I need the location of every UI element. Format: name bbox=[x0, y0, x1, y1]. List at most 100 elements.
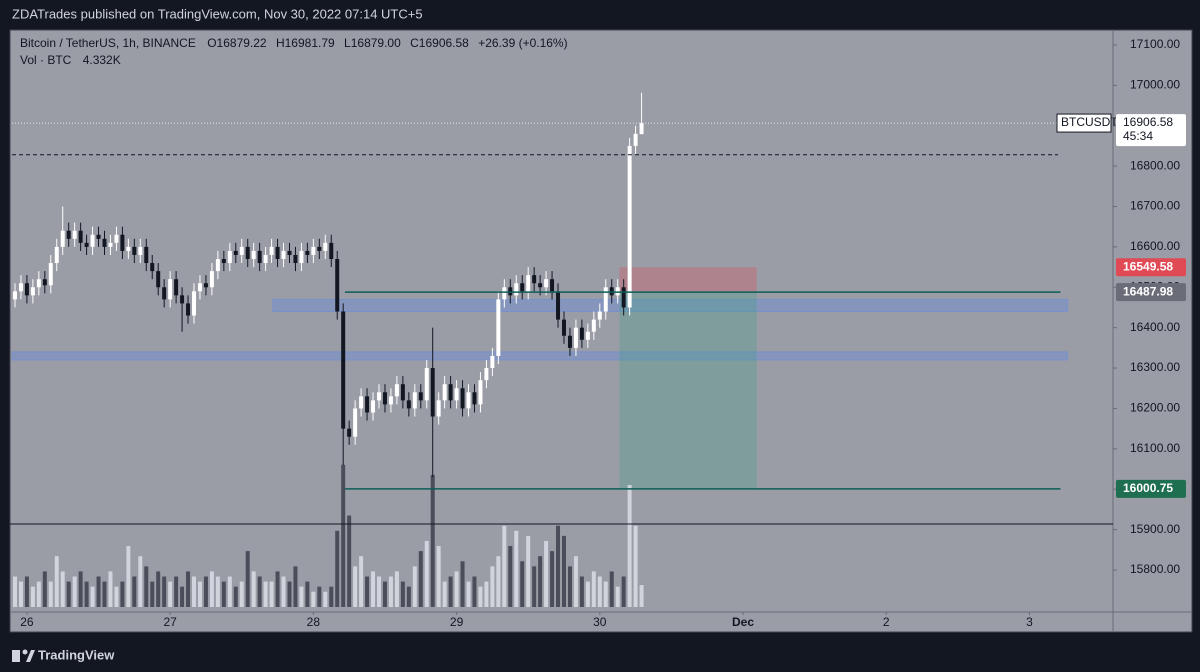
y-tick-label: 15800.00 bbox=[1130, 562, 1180, 576]
volume-bar bbox=[544, 540, 549, 607]
volume-bar bbox=[615, 586, 620, 607]
y-tick-label: 16700.00 bbox=[1130, 199, 1180, 213]
x-tick-label: 28 bbox=[307, 615, 321, 629]
volume-bar bbox=[239, 581, 244, 607]
candle-body bbox=[174, 279, 179, 296]
volume-bar bbox=[209, 571, 214, 607]
candle-body bbox=[442, 384, 447, 401]
y-tick-label: 16400.00 bbox=[1130, 320, 1180, 334]
candle-body bbox=[138, 246, 143, 255]
volume-bar bbox=[132, 576, 137, 607]
x-tick-label: 27 bbox=[163, 615, 177, 629]
volume-bar bbox=[442, 581, 447, 607]
volume-bar bbox=[371, 571, 376, 607]
volume-bar bbox=[329, 586, 334, 607]
volume-bar bbox=[508, 546, 513, 607]
ohlc-value: 16906.58 bbox=[419, 36, 469, 50]
volume-bar bbox=[186, 571, 191, 607]
ohlc-key: L bbox=[344, 36, 351, 50]
y-tick-label: 17000.00 bbox=[1130, 78, 1180, 92]
volume-bar bbox=[585, 581, 590, 607]
volume-bar bbox=[156, 571, 161, 607]
candle-body bbox=[84, 242, 89, 247]
candle-body bbox=[496, 299, 501, 356]
candle-body bbox=[317, 246, 322, 251]
volume-bar bbox=[412, 566, 417, 607]
candle-body bbox=[132, 246, 137, 255]
candle-body bbox=[532, 275, 537, 284]
candle-body bbox=[394, 384, 399, 397]
candle-body bbox=[430, 368, 435, 417]
candle-body bbox=[150, 263, 155, 272]
candle-body bbox=[66, 230, 71, 239]
volume-bar bbox=[221, 581, 226, 607]
candle-body bbox=[514, 283, 519, 296]
volume-bar bbox=[597, 576, 602, 607]
brand-logo bbox=[12, 649, 35, 662]
volume-bar bbox=[90, 586, 95, 607]
chart-pane bbox=[9, 29, 1193, 633]
candle-body bbox=[544, 279, 549, 288]
candle-body bbox=[377, 392, 381, 401]
y-tick-label: 16600.00 bbox=[1130, 239, 1180, 253]
volume-bar bbox=[454, 571, 459, 607]
candle-body bbox=[36, 279, 41, 288]
volume-bar bbox=[269, 581, 274, 607]
candle-body bbox=[436, 400, 441, 417]
candle-body bbox=[108, 242, 113, 247]
volume-bar bbox=[382, 581, 387, 607]
candle-body bbox=[627, 145, 632, 308]
candle-body bbox=[18, 283, 23, 292]
candle-body bbox=[418, 392, 423, 401]
volume-bar bbox=[30, 586, 35, 607]
volume-bar bbox=[502, 525, 507, 607]
volume-bar bbox=[573, 556, 578, 607]
volume-bar bbox=[12, 576, 17, 607]
last-price-label: 16906.58 bbox=[1123, 115, 1173, 129]
candle-body bbox=[412, 392, 417, 409]
volume-bar bbox=[18, 581, 23, 607]
candle-body bbox=[621, 287, 626, 308]
candle-body bbox=[126, 246, 131, 251]
volume-bar bbox=[436, 546, 441, 607]
y-tick-label: 15900.00 bbox=[1130, 522, 1180, 536]
volume-bar bbox=[281, 576, 286, 607]
volume-bar bbox=[305, 581, 310, 607]
volume-bar bbox=[394, 571, 399, 607]
volume-bar bbox=[293, 566, 298, 607]
volume-title: Vol · BTC bbox=[20, 53, 72, 67]
volume-bar bbox=[478, 586, 483, 607]
candle-body bbox=[305, 250, 310, 255]
volume-bar bbox=[639, 584, 644, 607]
candle-body bbox=[382, 392, 387, 405]
candle-body bbox=[371, 400, 376, 413]
ohlc-key: O bbox=[207, 36, 216, 50]
volume-bar bbox=[526, 535, 531, 607]
volume-bar bbox=[388, 576, 393, 607]
volume-bar bbox=[126, 546, 131, 607]
candle-body bbox=[400, 384, 405, 401]
volume-bar bbox=[603, 581, 608, 607]
symbol-tag bbox=[1056, 113, 1112, 133]
candle-body bbox=[114, 234, 119, 243]
candle-body bbox=[156, 271, 161, 288]
volume-bar bbox=[460, 561, 465, 607]
symbol: Bitcoin / TetherUS, 1h, BINANCE bbox=[20, 36, 196, 50]
candle-body bbox=[388, 396, 393, 405]
volume-bar bbox=[257, 576, 262, 607]
price-tag bbox=[1116, 283, 1186, 302]
candle-body bbox=[579, 327, 584, 340]
volume-bar bbox=[359, 556, 364, 607]
stop-area bbox=[619, 267, 757, 293]
candle-body bbox=[508, 287, 513, 296]
candle-body bbox=[561, 319, 566, 336]
volume-bar bbox=[400, 581, 405, 607]
last-price-tag bbox=[1116, 114, 1186, 147]
candle-body bbox=[30, 287, 35, 296]
candle-body bbox=[633, 133, 638, 146]
volume-bar bbox=[245, 551, 250, 607]
candle-body bbox=[597, 311, 602, 320]
candle-body bbox=[203, 283, 208, 288]
candle-body bbox=[257, 250, 262, 264]
